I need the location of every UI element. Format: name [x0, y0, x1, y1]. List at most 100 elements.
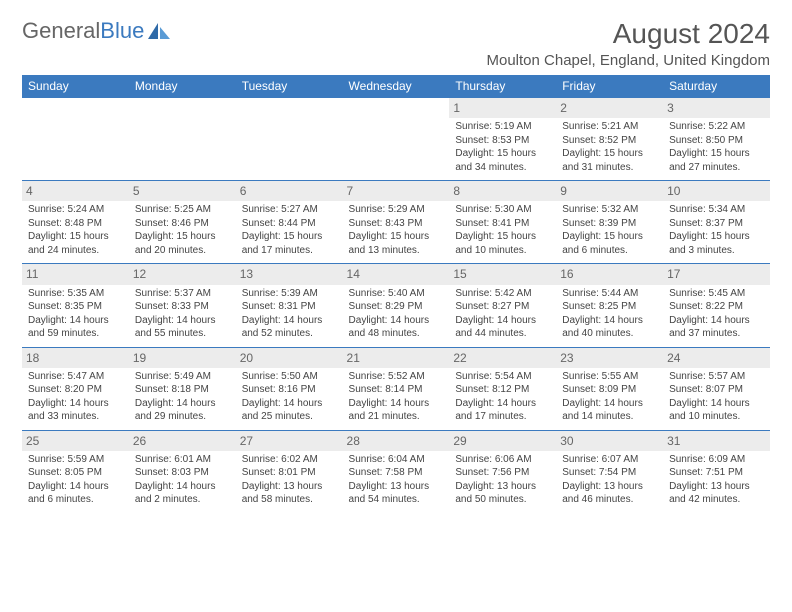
day-number: 26	[129, 431, 236, 451]
weekday-header: Sunday	[22, 75, 129, 98]
day-info: Sunrise: 5:30 AMSunset: 8:41 PMDaylight:…	[455, 203, 550, 257]
page-header: GeneralBlue August 2024 Moulton Chapel, …	[22, 18, 770, 69]
day-info: Sunrise: 5:32 AMSunset: 8:39 PMDaylight:…	[562, 203, 657, 257]
brand-logo: GeneralBlue	[22, 18, 170, 44]
calendar-cell: 23Sunrise: 5:55 AMSunset: 8:09 PMDayligh…	[556, 347, 663, 430]
daylight-line: Daylight: 15 hours and 20 minutes.	[135, 230, 230, 257]
sunrise-line: Sunrise: 5:22 AM	[669, 120, 764, 134]
sunrise-line: Sunrise: 5:25 AM	[135, 203, 230, 217]
daylight-line: Daylight: 14 hours and 37 minutes.	[669, 314, 764, 341]
sunrise-line: Sunrise: 5:42 AM	[455, 287, 550, 301]
day-info: Sunrise: 6:02 AMSunset: 8:01 PMDaylight:…	[242, 453, 337, 507]
sunset-line: Sunset: 8:05 PM	[28, 466, 123, 480]
sunset-line: Sunset: 8:20 PM	[28, 383, 123, 397]
sunset-line: Sunset: 8:29 PM	[349, 300, 444, 314]
calendar-cell: 1Sunrise: 5:19 AMSunset: 8:53 PMDaylight…	[449, 98, 556, 181]
day-info: Sunrise: 5:57 AMSunset: 8:07 PMDaylight:…	[669, 370, 764, 424]
sunset-line: Sunset: 8:31 PM	[242, 300, 337, 314]
sunset-line: Sunset: 8:39 PM	[562, 217, 657, 231]
daylight-line: Daylight: 15 hours and 13 minutes.	[349, 230, 444, 257]
day-info: Sunrise: 5:24 AMSunset: 8:48 PMDaylight:…	[28, 203, 123, 257]
daylight-line: Daylight: 15 hours and 3 minutes.	[669, 230, 764, 257]
calendar-table: SundayMondayTuesdayWednesdayThursdayFrid…	[22, 75, 770, 513]
day-number: 6	[236, 181, 343, 201]
sunset-line: Sunset: 8:03 PM	[135, 466, 230, 480]
calendar-cell: 26Sunrise: 6:01 AMSunset: 8:03 PMDayligh…	[129, 430, 236, 513]
sunrise-line: Sunrise: 6:09 AM	[669, 453, 764, 467]
sunrise-line: Sunrise: 5:30 AM	[455, 203, 550, 217]
sunset-line: Sunset: 8:53 PM	[455, 134, 550, 148]
sunset-line: Sunset: 8:01 PM	[242, 466, 337, 480]
day-info: Sunrise: 5:21 AMSunset: 8:52 PMDaylight:…	[562, 120, 657, 174]
sunrise-line: Sunrise: 5:29 AM	[349, 203, 444, 217]
calendar-cell: 31Sunrise: 6:09 AMSunset: 7:51 PMDayligh…	[663, 430, 770, 513]
sunrise-line: Sunrise: 5:59 AM	[28, 453, 123, 467]
sunrise-line: Sunrise: 5:52 AM	[349, 370, 444, 384]
calendar-cell: 13Sunrise: 5:39 AMSunset: 8:31 PMDayligh…	[236, 264, 343, 347]
day-info: Sunrise: 5:22 AMSunset: 8:50 PMDaylight:…	[669, 120, 764, 174]
calendar-cell-empty	[343, 98, 450, 181]
daylight-line: Daylight: 14 hours and 52 minutes.	[242, 314, 337, 341]
daylight-line: Daylight: 15 hours and 31 minutes.	[562, 147, 657, 174]
calendar-cell: 19Sunrise: 5:49 AMSunset: 8:18 PMDayligh…	[129, 347, 236, 430]
location-subtitle: Moulton Chapel, England, United Kingdom	[486, 52, 770, 69]
sunrise-line: Sunrise: 5:21 AM	[562, 120, 657, 134]
calendar-cell-empty	[22, 98, 129, 181]
weekday-header: Wednesday	[343, 75, 450, 98]
daylight-line: Daylight: 15 hours and 34 minutes.	[455, 147, 550, 174]
sunrise-line: Sunrise: 5:27 AM	[242, 203, 337, 217]
daylight-line: Daylight: 15 hours and 17 minutes.	[242, 230, 337, 257]
sunrise-line: Sunrise: 6:01 AM	[135, 453, 230, 467]
sunrise-line: Sunrise: 6:02 AM	[242, 453, 337, 467]
sunrise-line: Sunrise: 5:40 AM	[349, 287, 444, 301]
sunset-line: Sunset: 8:12 PM	[455, 383, 550, 397]
sunset-line: Sunset: 8:48 PM	[28, 217, 123, 231]
sunset-line: Sunset: 8:43 PM	[349, 217, 444, 231]
brand-word2: Blue	[100, 18, 144, 43]
sunset-line: Sunset: 7:58 PM	[349, 466, 444, 480]
sunrise-line: Sunrise: 6:06 AM	[455, 453, 550, 467]
calendar-cell: 22Sunrise: 5:54 AMSunset: 8:12 PMDayligh…	[449, 347, 556, 430]
daylight-line: Daylight: 14 hours and 33 minutes.	[28, 397, 123, 424]
daylight-line: Daylight: 14 hours and 14 minutes.	[562, 397, 657, 424]
day-number: 11	[22, 264, 129, 284]
day-number: 13	[236, 264, 343, 284]
daylight-line: Daylight: 13 hours and 42 minutes.	[669, 480, 764, 507]
calendar-cell: 17Sunrise: 5:45 AMSunset: 8:22 PMDayligh…	[663, 264, 770, 347]
calendar-cell: 21Sunrise: 5:52 AMSunset: 8:14 PMDayligh…	[343, 347, 450, 430]
day-number: 29	[449, 431, 556, 451]
sunrise-line: Sunrise: 5:49 AM	[135, 370, 230, 384]
calendar-cell: 18Sunrise: 5:47 AMSunset: 8:20 PMDayligh…	[22, 347, 129, 430]
day-number: 24	[663, 348, 770, 368]
sunset-line: Sunset: 8:22 PM	[669, 300, 764, 314]
day-info: Sunrise: 5:25 AMSunset: 8:46 PMDaylight:…	[135, 203, 230, 257]
calendar-body: 1Sunrise: 5:19 AMSunset: 8:53 PMDaylight…	[22, 98, 770, 513]
daylight-line: Daylight: 14 hours and 21 minutes.	[349, 397, 444, 424]
day-number: 5	[129, 181, 236, 201]
calendar-week-row: 25Sunrise: 5:59 AMSunset: 8:05 PMDayligh…	[22, 430, 770, 513]
day-number: 16	[556, 264, 663, 284]
sunset-line: Sunset: 8:16 PM	[242, 383, 337, 397]
daylight-line: Daylight: 14 hours and 10 minutes.	[669, 397, 764, 424]
sunrise-line: Sunrise: 5:47 AM	[28, 370, 123, 384]
calendar-cell: 9Sunrise: 5:32 AMSunset: 8:39 PMDaylight…	[556, 181, 663, 264]
daylight-line: Daylight: 13 hours and 46 minutes.	[562, 480, 657, 507]
day-number: 1	[449, 98, 556, 118]
calendar-week-row: 1Sunrise: 5:19 AMSunset: 8:53 PMDaylight…	[22, 98, 770, 181]
daylight-line: Daylight: 14 hours and 59 minutes.	[28, 314, 123, 341]
sunset-line: Sunset: 8:41 PM	[455, 217, 550, 231]
day-number: 17	[663, 264, 770, 284]
day-info: Sunrise: 6:07 AMSunset: 7:54 PMDaylight:…	[562, 453, 657, 507]
calendar-cell: 4Sunrise: 5:24 AMSunset: 8:48 PMDaylight…	[22, 181, 129, 264]
day-number: 28	[343, 431, 450, 451]
day-number: 20	[236, 348, 343, 368]
day-number: 22	[449, 348, 556, 368]
day-number: 7	[343, 181, 450, 201]
sunset-line: Sunset: 8:14 PM	[349, 383, 444, 397]
calendar-cell: 14Sunrise: 5:40 AMSunset: 8:29 PMDayligh…	[343, 264, 450, 347]
day-number: 12	[129, 264, 236, 284]
calendar-header-row: SundayMondayTuesdayWednesdayThursdayFrid…	[22, 75, 770, 98]
calendar-cell: 15Sunrise: 5:42 AMSunset: 8:27 PMDayligh…	[449, 264, 556, 347]
calendar-cell: 20Sunrise: 5:50 AMSunset: 8:16 PMDayligh…	[236, 347, 343, 430]
sunset-line: Sunset: 7:54 PM	[562, 466, 657, 480]
